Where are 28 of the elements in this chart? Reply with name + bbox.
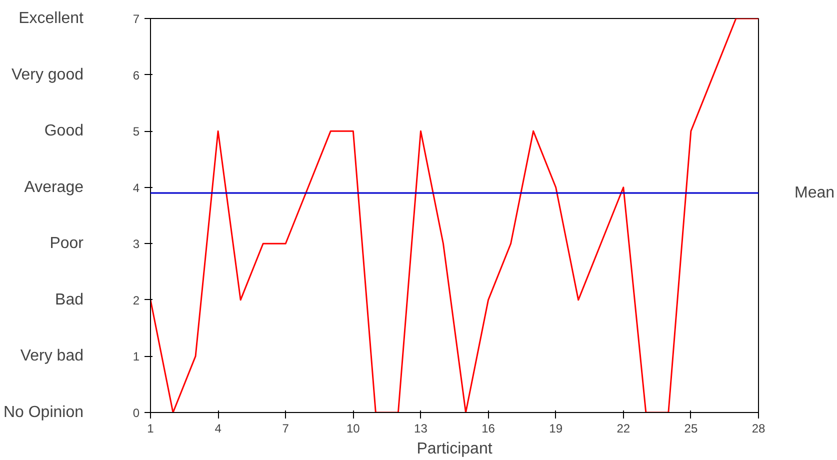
x-tick-label: 7 (282, 422, 290, 436)
x-axis-title: Participant (416, 440, 493, 458)
y-tick-label: 4 (132, 180, 140, 195)
y-tick-label: 3 (132, 237, 140, 252)
y-tick-label: 2 (132, 293, 140, 308)
x-tick-label: 22 (616, 422, 630, 436)
x-tick-label: 4 (214, 422, 222, 436)
ref-line-label: Mean (794, 184, 835, 202)
x-tick-label: 10 (346, 422, 360, 436)
category-label: Very good (11, 66, 84, 84)
category-label: No Opinion (3, 404, 84, 421)
x-tick-label: 1 (147, 422, 154, 436)
y-tick-label: 0 (132, 406, 140, 420)
category-label: Excellent (18, 10, 84, 27)
category-label: Poor (50, 235, 84, 252)
x-tick-label: 25 (684, 422, 698, 436)
x-tick-label: 16 (482, 422, 496, 436)
x-tick-label: 19 (549, 422, 563, 436)
y-tick-label: 7 (132, 12, 140, 26)
category-label: Bad (55, 291, 84, 308)
y-tick-label: 1 (132, 350, 140, 364)
x-tick-label: 28 (752, 422, 766, 436)
category-label: Average (24, 178, 84, 196)
y-tick-label: 5 (132, 124, 140, 139)
x-tick-label: 13 (414, 422, 428, 436)
category-label: Very bad (20, 348, 84, 365)
y-tick-label: 6 (132, 68, 140, 82)
category-label: Good (44, 122, 84, 140)
